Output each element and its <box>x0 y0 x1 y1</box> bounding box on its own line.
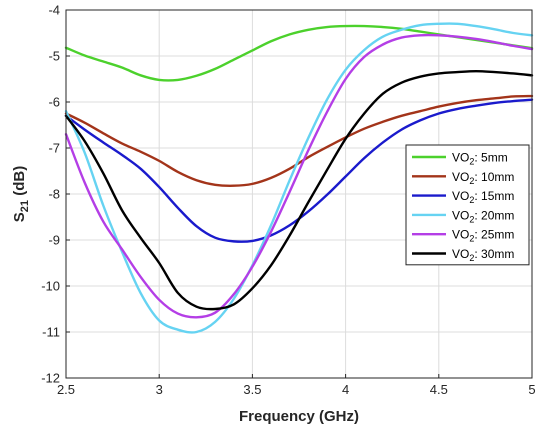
legend-label-25mm: VO2: 25mm <box>452 228 514 244</box>
y-tick-label: -10 <box>41 279 60 294</box>
x-tick-label: 3.5 <box>243 382 261 397</box>
y-tick-label: -7 <box>48 141 60 156</box>
series-line-30mm <box>64 69 534 311</box>
y-tick-label: -8 <box>48 187 60 202</box>
legend-label-20mm: VO2: 20mm <box>452 208 514 224</box>
y-tick-label: -9 <box>48 233 60 248</box>
series-line-25mm <box>64 33 534 319</box>
y-tick-label: -5 <box>48 49 60 64</box>
legend-label-10mm: VO2: 10mm <box>452 170 514 186</box>
x-tick-label: 4 <box>342 382 349 397</box>
y-axis-title-subscript: 21 <box>19 200 31 212</box>
y-tick-label: -11 <box>42 325 60 340</box>
x-tick-label: 4.5 <box>430 382 448 397</box>
x-axis-ticks: 2.5 3 3.5 4 4.5 5 <box>57 374 536 397</box>
legend-box <box>405 144 530 266</box>
y-axis-title-unit: (dB) <box>11 166 28 200</box>
legend-label-5mm: VO2: 5mm <box>452 151 508 167</box>
y-axis-title-main: S <box>11 212 28 222</box>
y-tick-label: -4 <box>48 3 60 18</box>
y-tick-label: -12 <box>41 371 60 386</box>
series-lines <box>64 22 534 334</box>
legend-label-15mm: VO2: 15mm <box>452 189 514 205</box>
x-tick-label: 5 <box>528 382 535 397</box>
legend-label-30mm: VO2: 30mm <box>452 247 514 263</box>
x-axis-title: Frequency (GHz) <box>239 408 359 425</box>
y-tick-label: -6 <box>48 95 60 110</box>
x-tick-label: 3 <box>156 382 163 397</box>
y-axis-ticks: -12 -11 -10 -9 -8 -7 -6 -5 -4 <box>41 3 70 386</box>
x-tick-label: 2.5 <box>57 382 75 397</box>
series-line-20mm <box>64 22 534 334</box>
y-axis-title: S21 (dB) <box>11 166 31 222</box>
legend: VO2: 5mm VO2: 10mm VO2: 15mm VO2: 20mm VO2: … <box>405 144 530 266</box>
series-line-10mm <box>64 94 534 187</box>
